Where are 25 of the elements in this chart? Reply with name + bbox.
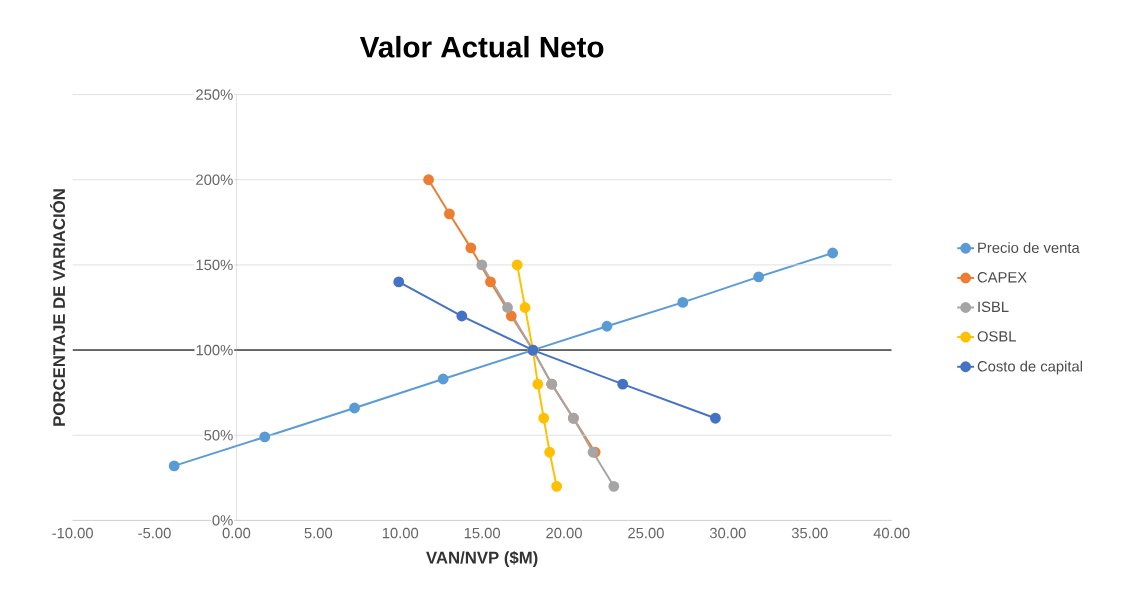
x-tick-label: 40.00 (873, 527, 910, 539)
y-tick-label: 50% (204, 429, 233, 441)
x-tick-label: 15.00 (464, 527, 501, 539)
x-tick-label: 5.00 (304, 527, 333, 539)
y-tick-label: 100% (196, 344, 233, 356)
legend-label: Costo de capital (977, 360, 1082, 375)
y-axis-title: PORCENTAJE DE VARIACIÓN (50, 189, 66, 426)
legend-label: Precio de venta (978, 241, 1080, 253)
y-tick-label: 150% (196, 259, 233, 271)
x-axis-title: VAN/NVP ($M) (426, 550, 538, 567)
x-tick-label: 25.00 (628, 527, 664, 539)
x-tick-label: -10.00 (52, 527, 93, 539)
x-tick-label: 10.00 (382, 527, 419, 539)
legend-label: ISBL (978, 301, 1009, 312)
chart-title: Valor Actual Neto (359, 35, 604, 58)
x-tick-label: 20.00 (546, 527, 582, 539)
x-tick-label: 35.00 (791, 527, 828, 539)
x-tick-label: 30.00 (709, 527, 746, 539)
legend-label: CAPEX (977, 271, 1027, 283)
y-tick-label: 0% (212, 515, 233, 526)
x-tick-label: -5.00 (138, 527, 171, 539)
y-tick-label: 200% (196, 174, 233, 185)
x-tick-label: 0.00 (222, 527, 251, 539)
y-tick-label: 250% (196, 89, 233, 100)
legend-label: OSBL (977, 331, 1016, 342)
